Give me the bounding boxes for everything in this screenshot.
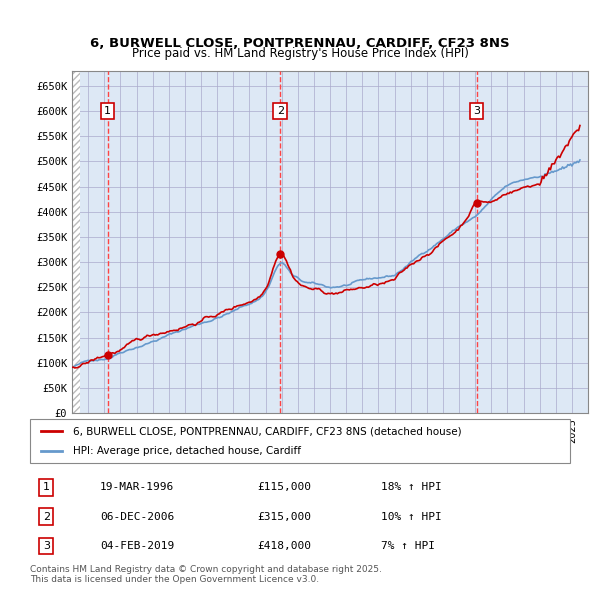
Text: HPI: Average price, detached house, Cardiff: HPI: Average price, detached house, Card…: [73, 446, 301, 455]
Text: £418,000: £418,000: [257, 541, 311, 551]
Text: Contains HM Land Registry data © Crown copyright and database right 2025.
This d: Contains HM Land Registry data © Crown c…: [30, 565, 382, 584]
Text: 7% ↑ HPI: 7% ↑ HPI: [381, 541, 435, 551]
FancyBboxPatch shape: [30, 419, 570, 463]
Text: £315,000: £315,000: [257, 512, 311, 522]
Text: £115,000: £115,000: [257, 483, 311, 492]
Text: 19-MAR-1996: 19-MAR-1996: [100, 483, 175, 492]
Text: 18% ↑ HPI: 18% ↑ HPI: [381, 483, 442, 492]
Text: 3: 3: [473, 106, 480, 116]
Text: 10% ↑ HPI: 10% ↑ HPI: [381, 512, 442, 522]
Text: 6, BURWELL CLOSE, PONTPRENNAU, CARDIFF, CF23 8NS (detached house): 6, BURWELL CLOSE, PONTPRENNAU, CARDIFF, …: [73, 427, 462, 436]
Text: 1: 1: [104, 106, 111, 116]
Text: 06-DEC-2006: 06-DEC-2006: [100, 512, 175, 522]
Text: 04-FEB-2019: 04-FEB-2019: [100, 541, 175, 551]
Text: 2: 2: [43, 512, 50, 522]
Text: 2: 2: [277, 106, 284, 116]
Text: 6, BURWELL CLOSE, PONTPRENNAU, CARDIFF, CF23 8NS: 6, BURWELL CLOSE, PONTPRENNAU, CARDIFF, …: [90, 37, 510, 50]
Text: 3: 3: [43, 541, 50, 551]
Text: Price paid vs. HM Land Registry's House Price Index (HPI): Price paid vs. HM Land Registry's House …: [131, 47, 469, 60]
Text: 1: 1: [43, 483, 50, 492]
